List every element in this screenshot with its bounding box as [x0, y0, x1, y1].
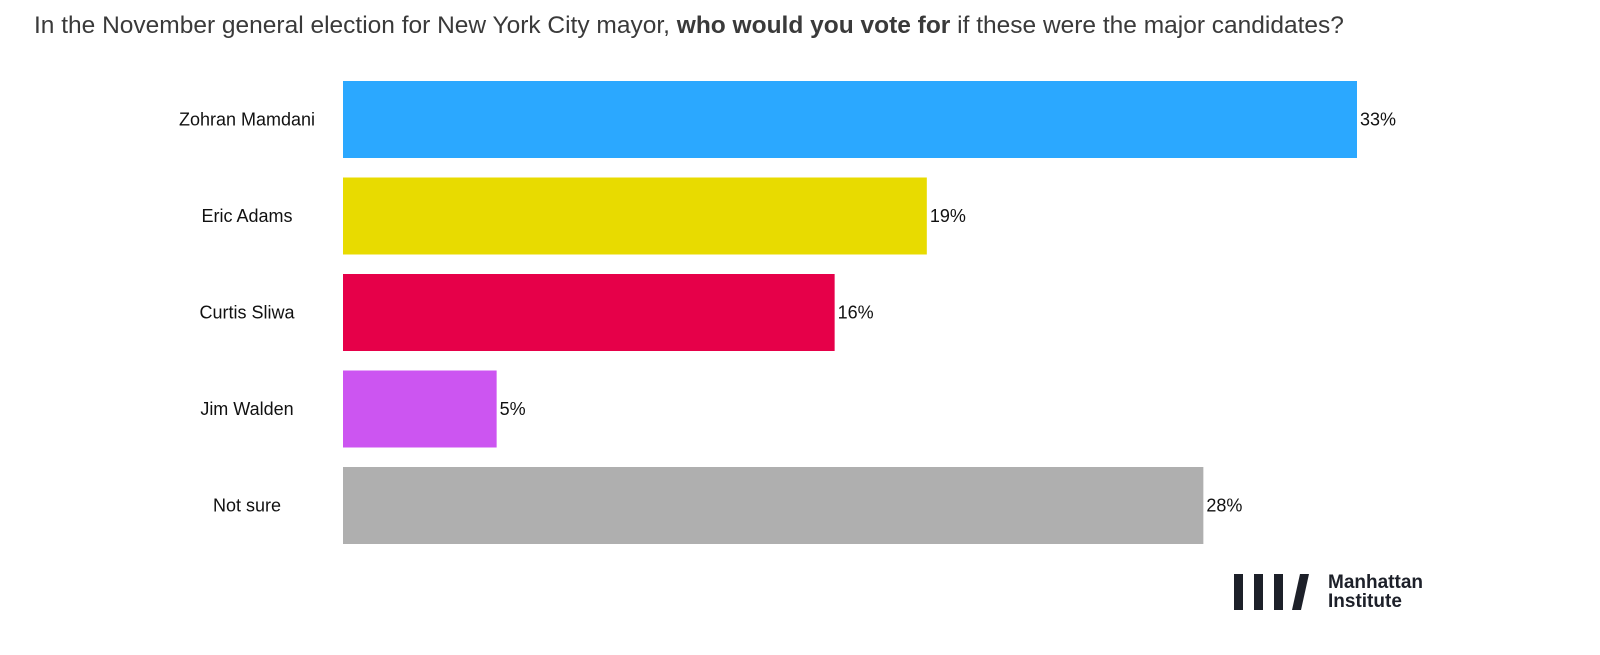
- manhattan-institute-logo: Manhattan Institute: [1232, 572, 1423, 612]
- value-label: 19%: [930, 206, 966, 226]
- value-label: 28%: [1206, 496, 1242, 516]
- category-label: Zohran Mamdani: [179, 110, 315, 130]
- bar-zohran-mamdani: [343, 81, 1357, 158]
- value-label: 16%: [838, 303, 874, 323]
- category-label: Curtis Sliwa: [199, 303, 295, 323]
- bar-eric-adams: [343, 177, 927, 255]
- logo-wordmark: Manhattan Institute: [1328, 573, 1423, 611]
- title-text-start: In the November general election for New…: [34, 12, 677, 39]
- category-label: Not sure: [213, 496, 281, 516]
- bar-jim-walden: [343, 370, 497, 448]
- bar-not-sure: [343, 467, 1204, 544]
- value-label: 33%: [1360, 110, 1396, 130]
- logo-line-2: Institute: [1328, 591, 1402, 612]
- logo-line-1: Manhattan: [1328, 572, 1423, 593]
- title-text-end: if these were the major candidates?: [950, 12, 1344, 39]
- value-label: 5%: [500, 399, 526, 419]
- manhattan-institute-logo-mark-icon: [1234, 574, 1309, 610]
- bar-curtis-sliwa: [343, 274, 835, 351]
- category-label: Jim Walden: [200, 399, 293, 419]
- chart-title: In the November general election for New…: [34, 10, 1574, 42]
- category-label: Eric Adams: [201, 206, 292, 226]
- title-text-bold: who would you vote for: [676, 12, 951, 39]
